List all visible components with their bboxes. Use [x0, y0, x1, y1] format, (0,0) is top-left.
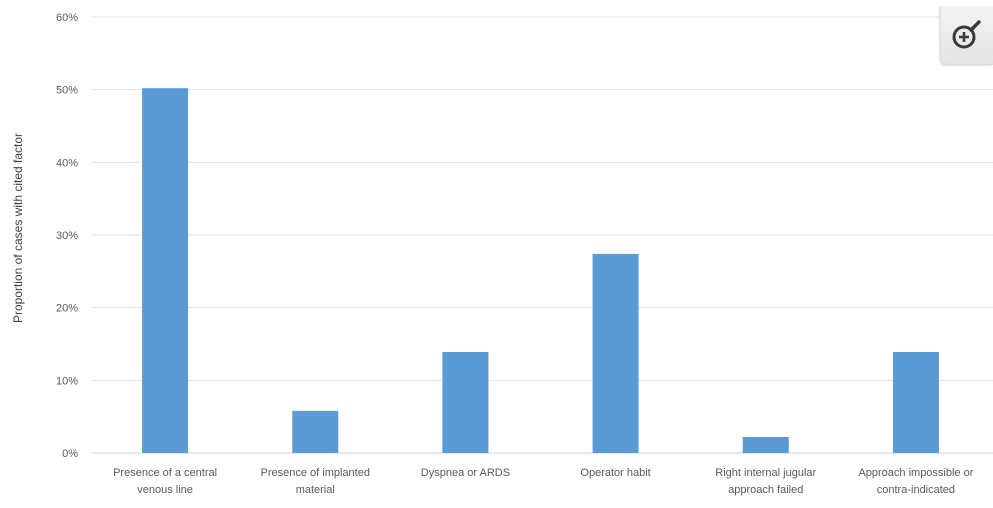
x-category-label: Approach impossible or contra-indicated — [858, 467, 973, 496]
y-axis-ticks: 0% 10% 20% 30% 40% 50% 60% — [56, 12, 78, 460]
y-tick-label: 50% — [56, 85, 78, 97]
zoom-button[interactable] — [940, 6, 993, 65]
y-tick-label: 10% — [56, 375, 78, 387]
bars — [142, 88, 939, 454]
bar — [442, 351, 489, 453]
y-tick-label: 0% — [62, 448, 78, 460]
gridlines — [92, 16, 993, 454]
bar — [592, 253, 639, 453]
y-tick-label: 20% — [56, 303, 78, 315]
bar — [892, 351, 939, 453]
x-axis-categories: Presence of a central venous line Presence… — [113, 467, 974, 496]
x-category-label: Right internal jugular approach failed — [715, 467, 816, 496]
y-tick-label: 40% — [56, 157, 78, 169]
x-category-label: Presence of a central venous line — [113, 467, 217, 496]
x-category-label: Presence of implanted material — [261, 467, 370, 496]
x-category-label: Dyspnea or ARDS — [421, 467, 510, 479]
bar — [742, 437, 789, 453]
y-tick-label: 60% — [56, 12, 78, 24]
zoom-in-icon — [952, 20, 981, 49]
bar — [142, 88, 189, 454]
y-tick-label: 30% — [56, 230, 78, 242]
x-category-label: Operator habit — [580, 467, 650, 479]
y-axis-title: Proportion of cases with cited factor — [11, 133, 25, 323]
bar — [292, 410, 339, 453]
